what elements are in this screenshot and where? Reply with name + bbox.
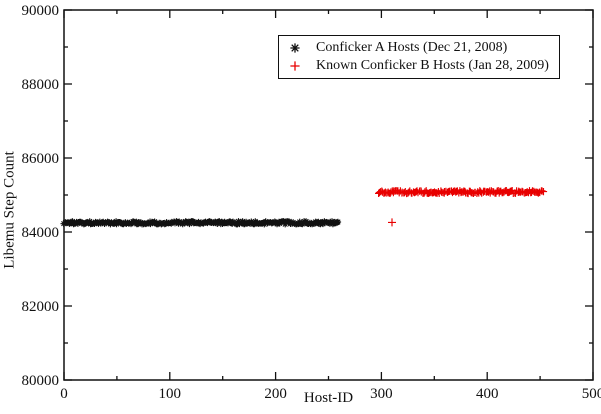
y-tick-label: 86000 — [22, 151, 60, 167]
x-tick-label: 500 — [582, 386, 601, 402]
y-tick-label: 80000 — [22, 373, 60, 389]
legend-item-conficker-a: Conficker A Hosts (Dec 21, 2008) — [287, 39, 549, 57]
y-tick-label: 84000 — [22, 225, 60, 241]
y-axis-label: Libemu Step Count — [1, 151, 18, 269]
x-tick-label: 400 — [476, 386, 499, 402]
x-axis-label: Host-ID — [303, 390, 354, 406]
x-tick-label: 300 — [370, 386, 393, 402]
legend-item-conficker-b: Known Conficker B Hosts (Jan 28, 2009) — [287, 57, 549, 75]
x-tick-label: 0 — [60, 386, 68, 402]
legend-label: Known Conficker B Hosts (Jan 28, 2009) — [316, 58, 549, 73]
x-tick-label: 200 — [264, 386, 287, 402]
series-1-points — [375, 187, 548, 227]
legend: Conficker A Hosts (Dec 21, 2008) Known C… — [278, 35, 560, 79]
x-tick-label: 100 — [159, 386, 182, 402]
tick-labels: 80000 82000 84000 86000 88000 90000 0 100 200 300… — [22, 3, 601, 402]
legend-label: Conficker A Hosts (Dec 21, 2008) — [316, 40, 508, 55]
y-tick-label: 90000 — [22, 3, 60, 19]
plus-marker-icon — [290, 61, 300, 71]
y-tick-label: 82000 — [22, 299, 60, 315]
axis-ticks — [63, 9, 594, 381]
series-0-points — [60, 218, 342, 228]
y-tick-label: 88000 — [22, 77, 60, 93]
asterisk-marker-icon — [290, 43, 300, 53]
